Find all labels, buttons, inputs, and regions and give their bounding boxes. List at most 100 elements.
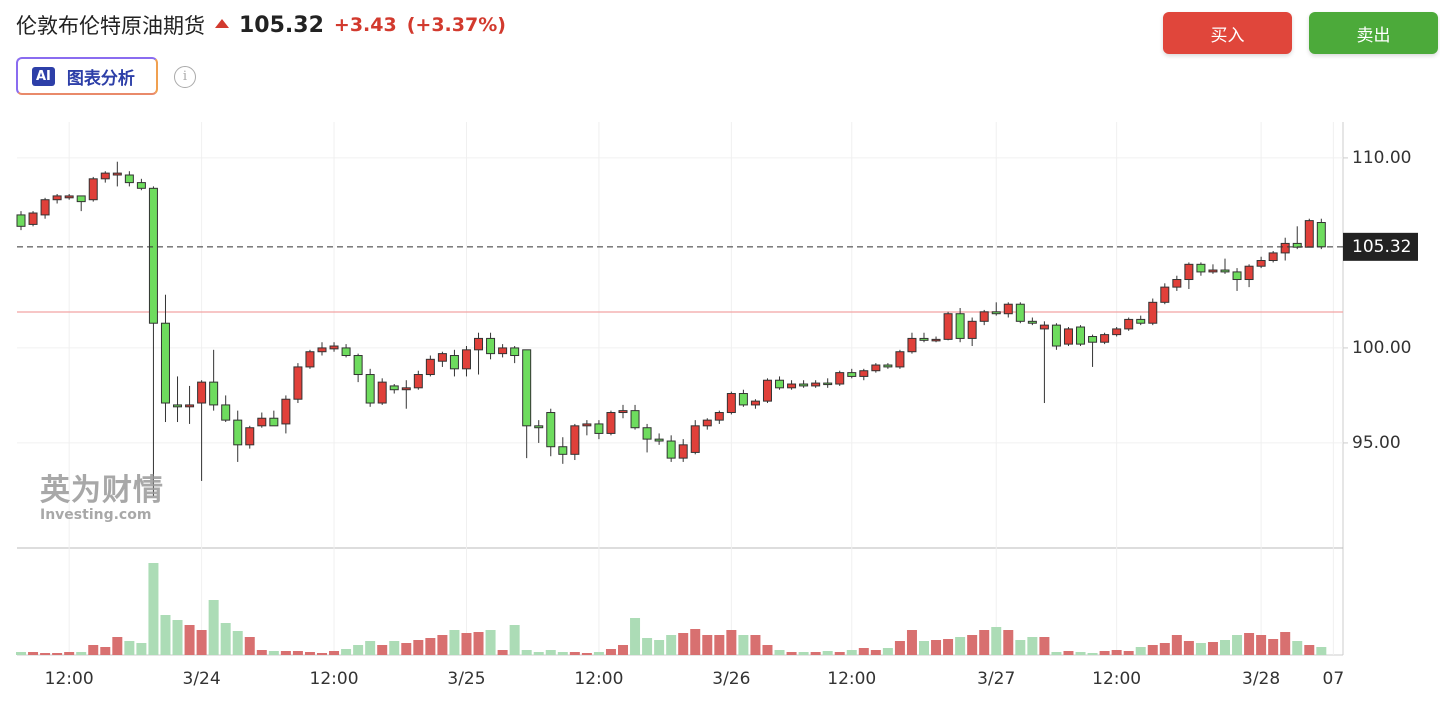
- info-icon[interactable]: i: [174, 66, 196, 88]
- volume-bar: [172, 620, 183, 655]
- candle-body: [534, 425, 544, 429]
- y-tick-label: 95.00: [1352, 433, 1401, 453]
- candle-body: [209, 381, 219, 406]
- candle-body: [269, 417, 279, 427]
- volume-bar: [461, 633, 472, 655]
- candle-body: [221, 404, 231, 421]
- volume-bar: [485, 630, 496, 655]
- last-price-box: [1343, 232, 1418, 261]
- sell-button[interactable]: 卖出: [1309, 12, 1438, 54]
- candle-body: [64, 195, 74, 199]
- candle-body: [233, 419, 243, 446]
- candle-body: [281, 398, 291, 425]
- volume-bar: [148, 563, 159, 655]
- candle-body: [1027, 320, 1037, 324]
- candle-body: [1316, 222, 1326, 248]
- volume-bar: [497, 650, 508, 655]
- volume-bar: [220, 623, 231, 655]
- volume-bar: [894, 641, 905, 655]
- volume-bar: [654, 640, 665, 655]
- volume-bar: [569, 652, 580, 655]
- candle-body: [1184, 263, 1194, 281]
- volume-bar: [1051, 652, 1062, 655]
- watermark: 英为财情 Investing.com: [40, 465, 164, 523]
- candle-body: [197, 381, 207, 404]
- change-pct: (+3.37%): [406, 14, 506, 36]
- candle-body: [293, 366, 303, 400]
- header: 伦敦布伦特原油期货 105.32 +3.43 (+3.37%): [16, 10, 506, 40]
- watermark-text: 英为财情: [40, 473, 164, 508]
- volume-bar: [822, 651, 833, 655]
- volume-bar: [317, 653, 327, 655]
- volume-bar: [726, 630, 737, 655]
- candle-body: [835, 372, 845, 385]
- volume-bar: [967, 635, 978, 655]
- candle-body: [919, 337, 929, 341]
- volume-bar: [991, 627, 1002, 655]
- volume-bar: [774, 650, 785, 655]
- y-tick-label: 110.00: [1352, 148, 1411, 168]
- candle-body: [546, 412, 556, 448]
- candle-body: [1051, 324, 1061, 347]
- volume-bar: [509, 625, 520, 655]
- volume-bar: [112, 637, 123, 655]
- candle-body: [991, 311, 1001, 315]
- last-price-label: 105.32: [1352, 237, 1411, 257]
- volume-bar: [1099, 651, 1110, 655]
- volume-bar: [1123, 651, 1134, 655]
- candle-body: [498, 347, 508, 355]
- volume-bar: [76, 652, 87, 655]
- candle-body: [437, 353, 447, 362]
- candle-body: [1088, 336, 1098, 343]
- candle-body: [738, 393, 748, 406]
- candle-body: [52, 195, 62, 201]
- volume-bar: [304, 652, 315, 655]
- candle-body: [726, 393, 736, 414]
- candle-body: [413, 374, 423, 389]
- volume-bar: [738, 635, 749, 655]
- candle-body: [847, 372, 857, 377]
- candle-body: [510, 347, 520, 357]
- candle-body: [775, 379, 785, 389]
- ai-analysis-button[interactable]: AI 图表分析: [16, 57, 158, 95]
- volume-bar: [88, 645, 99, 655]
- candle-body: [630, 410, 640, 429]
- volume-bar: [389, 641, 400, 655]
- candle-body: [666, 440, 676, 459]
- volume-bar: [1015, 640, 1026, 655]
- candle-body: [1100, 334, 1110, 343]
- candle-body: [558, 446, 568, 455]
- candle-body: [702, 419, 712, 427]
- candle-body: [678, 444, 688, 459]
- volume-bar: [762, 645, 773, 655]
- candle-body: [1208, 269, 1218, 273]
- candle-body: [449, 355, 459, 370]
- candle-body: [245, 427, 255, 446]
- volume-bar: [931, 640, 942, 655]
- candle-body: [124, 174, 134, 184]
- volume-bar: [846, 650, 857, 655]
- candle-body: [618, 410, 628, 414]
- volume-bar: [160, 615, 171, 655]
- buy-button[interactable]: 买入: [1163, 12, 1292, 54]
- volume-bar: [882, 648, 893, 655]
- volume-bar: [232, 631, 243, 655]
- volume-bar: [1268, 639, 1279, 655]
- x-tick-label: 3/24: [183, 669, 221, 689]
- candle-body: [714, 412, 724, 421]
- volume-bar: [1063, 651, 1074, 655]
- volume-bar: [810, 652, 821, 655]
- volume-bar: [52, 653, 63, 655]
- volume-bar: [353, 645, 364, 655]
- candle-body: [570, 425, 580, 455]
- volume-bar: [642, 638, 653, 655]
- x-tick-label: 07: [1323, 669, 1345, 689]
- candle-body: [931, 338, 941, 342]
- candle-body: [1148, 301, 1158, 324]
- candle-body: [1039, 324, 1049, 330]
- candle-body: [1244, 265, 1254, 281]
- candle-body: [1063, 328, 1073, 345]
- candle-body: [353, 355, 363, 376]
- x-tick-label: 12:00: [310, 669, 359, 689]
